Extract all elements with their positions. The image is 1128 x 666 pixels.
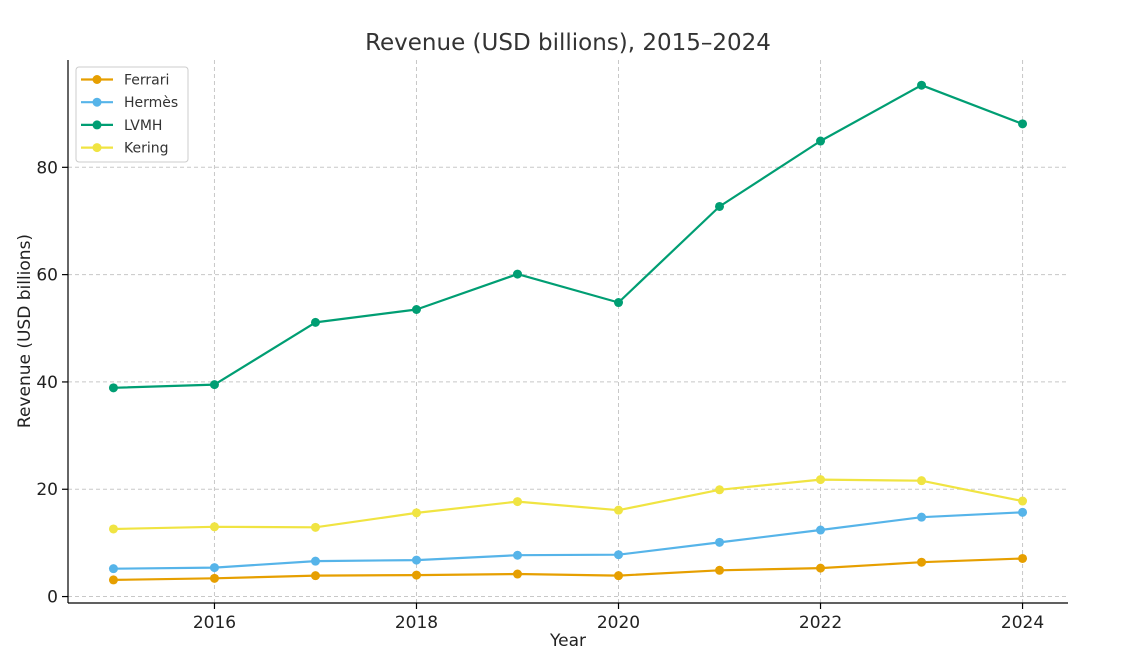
x-tick-label: 2024	[1001, 613, 1044, 633]
legend-item-lvmh: LVMH	[81, 118, 162, 134]
legend-item-ferrari: Ferrari	[81, 73, 169, 89]
series-herm-s	[108, 507, 1028, 574]
data-point-herm-s	[1018, 507, 1028, 517]
legend-item-kering: Kering	[81, 141, 169, 157]
series-line-kering	[113, 478, 1023, 531]
data-point-lvmh	[715, 201, 725, 211]
data-point-lvmh	[816, 136, 826, 146]
x-tick-label: 2016	[193, 613, 236, 633]
data-point-lvmh	[512, 269, 522, 279]
data-point-ferrari	[310, 571, 320, 581]
y-tick-label: 0	[47, 588, 58, 608]
series-layer	[108, 80, 1028, 585]
data-point-herm-s	[411, 555, 421, 565]
x-tick-label: 2018	[395, 613, 438, 633]
data-point-herm-s	[715, 537, 725, 547]
data-point-ferrari	[614, 571, 624, 581]
data-point-ferrari	[816, 563, 826, 573]
data-point-kering	[917, 476, 927, 486]
data-point-kering	[1018, 496, 1028, 506]
data-point-herm-s	[512, 550, 522, 560]
data-point-kering	[209, 522, 219, 532]
legend-label: Kering	[124, 141, 169, 157]
y-tick-label: 20	[36, 480, 58, 500]
data-point-herm-s	[310, 556, 320, 566]
data-point-kering	[108, 524, 118, 534]
legend: Ferrari Hermès LVMH Kering	[75, 66, 189, 163]
legend-swatch-marker	[92, 143, 102, 153]
series-ferrari	[108, 553, 1028, 585]
data-point-herm-s	[614, 550, 624, 560]
data-point-lvmh	[209, 380, 219, 390]
x-tick-label: 2020	[597, 613, 640, 633]
legend-swatch-marker	[92, 97, 102, 107]
y-tick-label: 40	[36, 373, 58, 393]
data-point-kering	[614, 505, 624, 515]
data-point-herm-s	[917, 512, 927, 522]
data-point-kering	[816, 475, 826, 485]
data-point-lvmh	[1018, 119, 1028, 129]
data-point-ferrari	[108, 575, 118, 585]
x-tick-label: 2022	[799, 613, 842, 633]
data-point-kering	[411, 508, 421, 518]
chart-title: Revenue (USD billions), 2015–2024	[365, 30, 771, 56]
data-point-ferrari	[715, 565, 725, 575]
series-line-lvmh	[113, 84, 1023, 389]
data-point-lvmh	[310, 317, 320, 327]
x-axis-label: Year	[549, 631, 586, 651]
data-point-lvmh	[108, 383, 118, 393]
data-point-kering	[715, 485, 725, 495]
axes: 2016 2018 2020 2022 2024 0 20 40 60 80	[36, 60, 1068, 633]
data-point-lvmh	[917, 80, 927, 90]
y-tick-label: 60	[36, 266, 58, 286]
legend-label: Ferrari	[124, 73, 169, 89]
data-point-ferrari	[917, 557, 927, 567]
series-lvmh	[108, 80, 1028, 393]
data-point-ferrari	[1018, 553, 1028, 563]
legend-item-herm-s: Hermès	[81, 95, 178, 111]
data-point-ferrari	[512, 569, 522, 579]
data-point-kering	[310, 522, 320, 532]
legend-label: Hermès	[124, 95, 178, 111]
series-line-herm-s	[113, 511, 1023, 570]
legend-swatch-marker	[92, 120, 102, 130]
data-point-lvmh	[614, 298, 624, 308]
legend-frame	[75, 66, 189, 163]
data-point-kering	[512, 497, 522, 507]
legend-label: LVMH	[124, 118, 162, 134]
data-point-herm-s	[108, 564, 118, 574]
data-point-herm-s	[816, 525, 826, 535]
grid	[68, 60, 1068, 603]
series-kering	[108, 475, 1028, 534]
data-point-ferrari	[209, 573, 219, 583]
series-line-ferrari	[113, 557, 1023, 581]
data-point-lvmh	[411, 305, 421, 315]
data-point-ferrari	[411, 570, 421, 580]
y-tick-label: 80	[36, 158, 58, 178]
data-point-herm-s	[209, 563, 219, 573]
legend-swatch-marker	[92, 75, 102, 84]
y-axis-label: Revenue (USD billions)	[15, 234, 35, 428]
